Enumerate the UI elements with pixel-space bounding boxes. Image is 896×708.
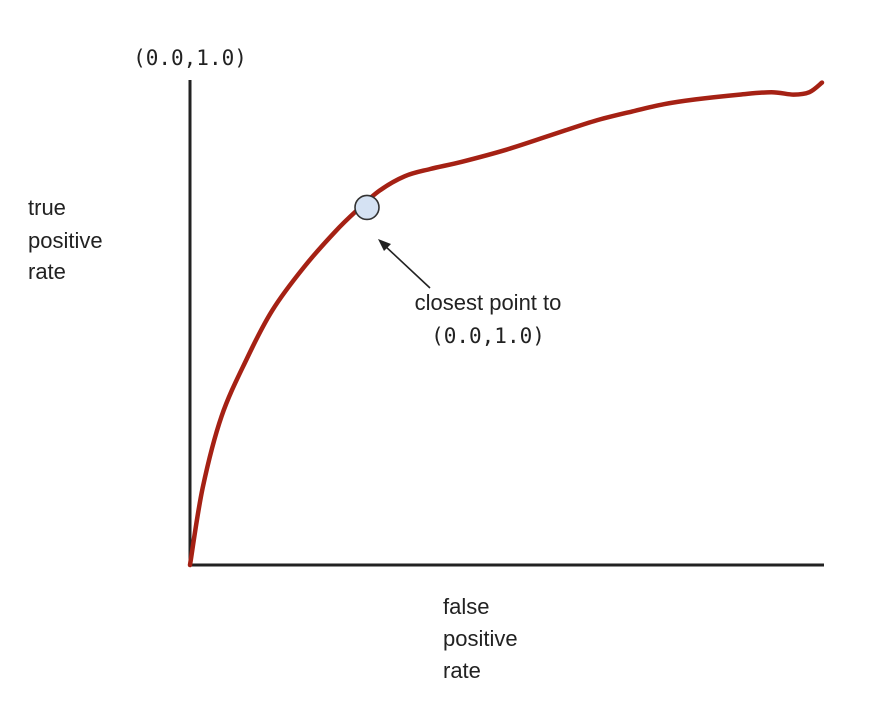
corner-label: (0.0,1.0) xyxy=(133,46,247,70)
y-axis-label: true positive rate xyxy=(28,195,103,284)
annotation-line: (0.0,1.0) xyxy=(431,324,545,348)
roc-curve xyxy=(187,80,825,568)
closest-point-marker xyxy=(354,194,380,221)
annotation-text: closest point to (0.0,1.0) xyxy=(415,290,562,348)
annotation-arrow xyxy=(383,244,431,289)
annotation-arrow-head xyxy=(378,239,391,251)
x-axis-label-line: positive xyxy=(443,626,518,651)
x-axis-label-line: rate xyxy=(443,658,481,683)
x-axis-label-line: false xyxy=(443,594,489,619)
y-axis-label-line: positive xyxy=(28,228,103,253)
annotation-line: closest point to xyxy=(415,290,562,315)
y-axis-label-line: rate xyxy=(28,259,66,284)
x-axis-label: false positive rate xyxy=(443,594,518,683)
y-axis-label-line: true xyxy=(28,195,66,220)
